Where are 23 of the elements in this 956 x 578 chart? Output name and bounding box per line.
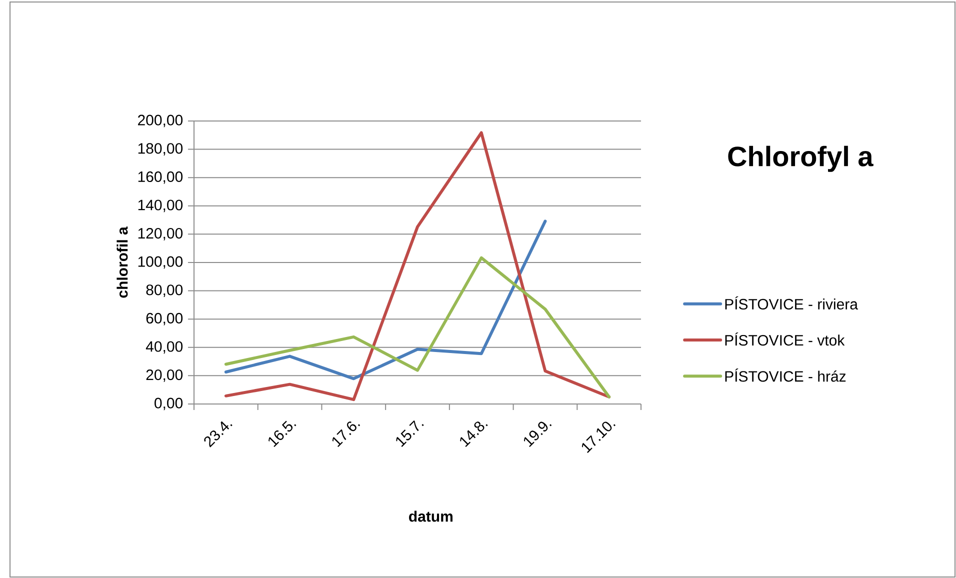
- y-tick-label: 180,00: [138, 143, 183, 156]
- y-tick-label: 60,00: [146, 312, 183, 326]
- y-tick-label: 40,00: [146, 341, 183, 354]
- line-series: [224, 131, 611, 402]
- legend-label: PÍSTOVICE - hráz: [725, 368, 846, 382]
- y-tick-label: 140,00: [138, 200, 183, 212]
- y-tick-label: 20,00: [146, 369, 183, 382]
- y-tick-label: 100,00: [138, 256, 183, 269]
- y-axis-title: chlorofil a: [116, 226, 128, 298]
- legend-label: PÍSTOVICE - riviera: [725, 296, 858, 310]
- x-tick-label: 14.8.: [460, 422, 488, 448]
- x-tick-label: 17.6.: [332, 422, 360, 448]
- legend-label: PÍSTOVICE - vtok: [725, 332, 845, 346]
- y-tick-label: 0,00: [154, 398, 183, 410]
- x-axis-title: datum: [409, 510, 452, 522]
- y-tick-label: 160,00: [138, 171, 183, 184]
- text: Chlorofyl a: [728, 146, 874, 172]
- y-tick-label: 200,00: [138, 114, 183, 128]
- x-tick-label: 19.9.: [524, 422, 552, 448]
- line-series: [224, 256, 611, 398]
- y-tick-label: 120,00: [138, 228, 183, 240]
- y-tick-label: 80,00: [146, 284, 183, 297]
- line-series: [224, 220, 547, 380]
